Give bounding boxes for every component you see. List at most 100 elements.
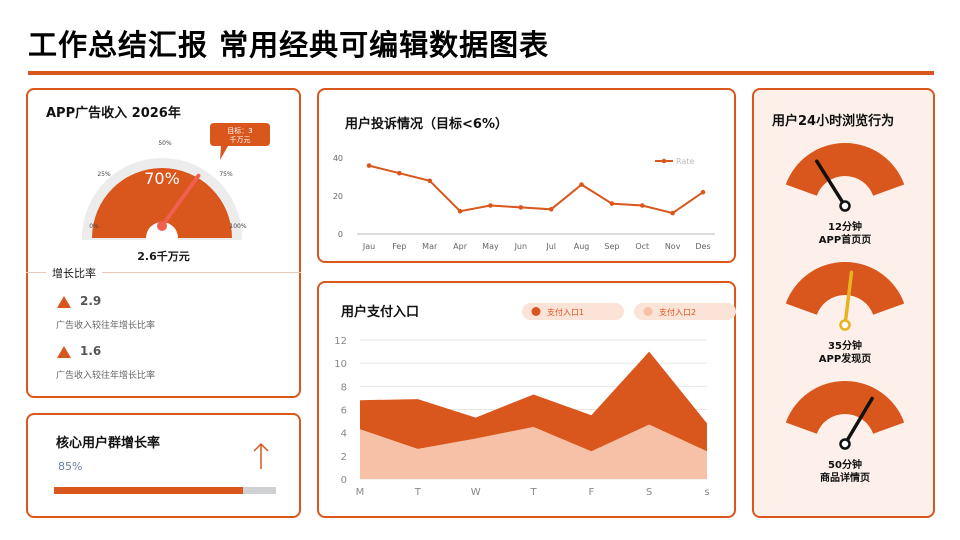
payments-title: 用户支付入口 [341,305,420,320]
browsing-title: 用户24小时浏览行为 [772,114,895,129]
data-point [366,163,372,168]
gauge-hub [839,319,851,331]
scale-label: 100% [229,223,246,230]
x-tick-label: F [588,487,594,498]
revenue-amount: 2.6千万元 [137,250,190,263]
x-tick-label: Jau [362,242,375,251]
x-tick-label: Jun [514,242,528,251]
gauge-arc [785,381,905,434]
y-tick-label: 2 [341,452,347,463]
complaints-line-chart: 0 20 40 Jau Fep Mar Apr May Jun Jul Aug Sep Oct Nov De… [333,154,715,251]
gauge-time: 35分钟 [828,339,862,352]
gauge-time: 50分钟 [828,458,862,471]
gauge-needle [843,396,874,446]
x-tick-label: Sep [604,242,619,251]
x-tick-label: May [482,242,499,251]
progress-fill [54,487,243,494]
y-tick-label: 12 [334,336,347,347]
revenue-gauge: 0% 25% 50% 75% 100% 70% 目标：3 千万元 [82,123,270,254]
progress-track [54,487,276,494]
core-users-percent: 85% [58,460,83,473]
legend-marker [643,307,653,316]
revenue-title: APP广告收入 2026年 [46,106,181,121]
gauge-label: 商品详情页 [820,471,870,484]
x-tick-label: M [356,487,365,498]
browsing-card: 用户24小时浏览行为 12分钟 APP首页页 35分钟 APP发现页 50分钟 商品详情页 [752,88,935,518]
y-tick-label: 10 [334,359,347,370]
growth-desc: 广告收入较往年增长比率 [56,321,156,331]
gauge-needle [843,270,854,327]
x-tick-label: s [704,487,709,498]
legend-pill [522,303,624,320]
y-tick-label: 4 [341,429,347,440]
growth-value: 2.9 [80,294,102,308]
target-label-line1: 目标：3 [227,126,252,135]
y-tick-label: 40 [333,154,343,163]
legend-label: Rate [676,157,694,166]
series-line [368,164,704,215]
legend-label: 支付入口1 [547,307,584,317]
y-tick-label: 8 [341,382,347,393]
series-area [360,424,707,479]
data-point [579,182,584,187]
core-users-title: 核心用户群增长率 [56,436,161,451]
data-point [670,210,675,216]
x-tick-label: T [529,487,537,498]
y-tick-label: 0 [338,230,343,239]
scale-label: 50% [158,140,172,147]
gauge-label: APP发现页 [819,352,871,365]
data-point [609,201,615,206]
legend-marker [661,158,667,164]
data-point [700,189,706,195]
data-point [488,203,493,208]
scale-label: 75% [219,171,233,178]
data-point [639,203,645,208]
gauge-arc [785,142,905,196]
x-tick-label: S [646,487,652,498]
x-tick-label: Jul [545,242,556,251]
gauge-needle [815,159,847,208]
triangle-up-icon [57,296,71,308]
y-tick-label: 6 [341,406,347,417]
legend-pill [634,303,736,320]
gauge-time: 12分钟 [828,220,862,233]
arrow-up-icon [253,442,269,469]
growth-divider [26,272,301,273]
revenue-card: APP广告收入 2026年 0% 25% 50% 75% 100% 70% 目标… [26,88,301,398]
x-tick-label: Fep [392,242,406,251]
x-tick-label: Nov [665,242,681,251]
x-tick-label: W [471,487,481,498]
legend-label: 支付入口2 [659,307,696,317]
growth-value: 1.6 [80,344,102,358]
page-title: 工作总结汇报 常用经典可编辑数据图表 [28,28,550,62]
legend-marker [531,307,541,316]
complaints-card: 用户投诉情况（目标<6%） 0 20 40 Jau Fep Mar Apr May Jun Jul… [317,88,736,263]
gauge-arc [785,262,905,315]
y-tick-label: 20 [333,192,343,201]
data-point [457,208,463,214]
x-tick-label: T [414,487,422,498]
target-label-line2: 千万元 [230,135,251,144]
data-point [397,170,402,176]
x-tick-label: Oct [635,242,649,251]
data-point [427,178,433,184]
growth-desc: 广告收入较往年增长比率 [56,371,156,381]
data-point [548,207,554,212]
complaints-title: 用户投诉情况（目标<6%） [345,117,508,132]
x-tick-label: Mar [422,242,438,251]
title-divider [28,71,934,75]
core-users-card: 核心用户群增长率 85% [26,413,301,518]
x-tick-label: Apr [453,242,468,251]
gauge-hub [839,200,851,212]
gauge-label: APP首页页 [819,233,871,246]
scale-label: 25% [97,171,111,178]
data-point [518,205,524,210]
gauge-hub [839,438,851,450]
x-tick-label: Des [695,242,710,251]
scale-label: 0% [89,223,99,230]
x-tick-label: Aug [574,242,590,251]
triangle-up-icon [57,346,71,358]
